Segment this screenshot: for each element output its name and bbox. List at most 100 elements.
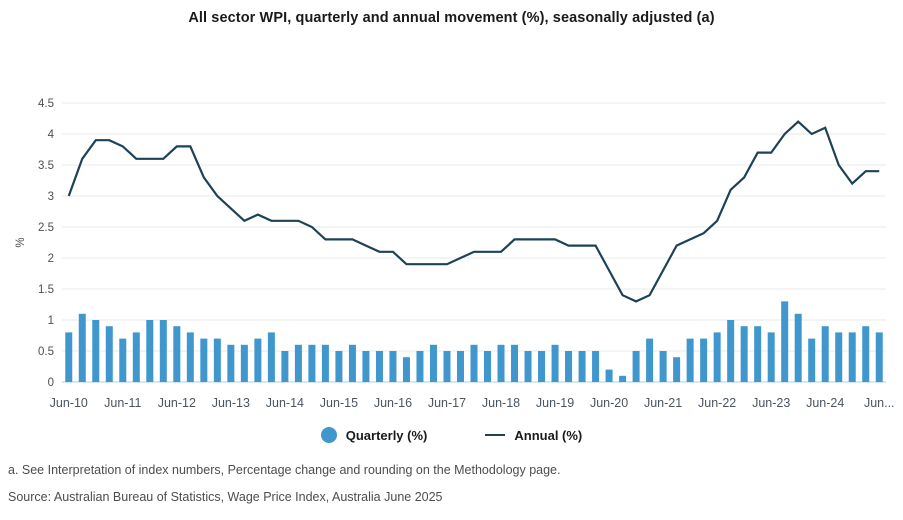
quarterly-bar xyxy=(92,320,100,382)
quarterly-bar xyxy=(862,326,870,382)
chart-footnote: a. See Interpretation of index numbers, … xyxy=(8,463,561,477)
quarterly-bar xyxy=(416,351,424,382)
quarterly-bar xyxy=(551,344,559,382)
x-tick-label: Jun-12 xyxy=(158,396,196,410)
quarterly-bar xyxy=(673,357,681,382)
x-tick-label: Jun-13 xyxy=(212,396,250,410)
x-tick-label: Jun-21 xyxy=(644,396,682,410)
quarterly-bar xyxy=(754,326,762,382)
quarterly-bar xyxy=(646,338,654,382)
quarterly-bar xyxy=(497,344,505,382)
quarterly-bar xyxy=(65,332,73,382)
quarterly-bar xyxy=(200,338,208,382)
x-tick-label: Jun-19 xyxy=(536,396,574,410)
quarterly-bar xyxy=(321,344,329,382)
quarterly-bar xyxy=(173,326,181,382)
quarterly-bar xyxy=(456,351,464,382)
quarterly-bar xyxy=(740,326,748,382)
quarterly-bar xyxy=(294,344,302,382)
x-tick-label: Jun-22 xyxy=(698,396,736,410)
quarterly-bar xyxy=(592,351,600,382)
legend-item-quarterly[interactable]: Quarterly (%) xyxy=(320,427,428,443)
y-axis-label: % xyxy=(15,237,27,247)
quarterly-bar xyxy=(713,332,721,382)
quarterly-bar xyxy=(159,320,167,382)
quarterly-bar xyxy=(443,351,451,382)
quarterly-bar xyxy=(632,351,640,382)
quarterly-bar xyxy=(619,375,627,382)
quarterly-bar xyxy=(524,351,532,382)
quarterly-bar xyxy=(565,351,573,382)
quarterly-bar xyxy=(227,344,235,382)
y-tick-label: 1.5 xyxy=(38,284,54,296)
chart-legend: Quarterly (%) Annual (%) xyxy=(0,427,903,443)
annual-line xyxy=(67,120,880,303)
quarterly-bar xyxy=(429,344,437,382)
quarterly-bar xyxy=(281,351,289,382)
legend-label-quarterly: Quarterly (%) xyxy=(345,427,428,443)
y-tick-label: 0.5 xyxy=(38,346,54,358)
quarterly-bar xyxy=(794,313,802,382)
quarterly-bar xyxy=(146,320,154,382)
annual-line-marker-icon xyxy=(485,434,506,436)
quarterly-bar xyxy=(835,332,843,382)
x-tick-label: Jun-20 xyxy=(590,396,628,410)
quarterly-bar xyxy=(484,351,492,382)
quarterly-bar xyxy=(132,332,140,382)
x-tick-label: Jun-24 xyxy=(806,396,844,410)
quarterly-bar xyxy=(78,313,86,382)
quarterly-bar xyxy=(308,344,316,382)
x-tick-label: Jun-23 xyxy=(752,396,790,410)
quarterly-circle-marker-icon xyxy=(320,427,337,443)
chart-plot-area: 0 0.5 1 1.5 2 2.5 3 3.5 4 4.5% Jun-10 Jun-11 Jun-12 J… xyxy=(15,98,895,410)
quarterly-bar xyxy=(105,326,113,382)
quarterly-bar xyxy=(213,338,221,382)
y-tick-label: 2.5 xyxy=(38,222,54,234)
y-tick-label: 2 xyxy=(48,253,54,265)
y-tick-label: 3 xyxy=(48,191,54,203)
quarterly-bar xyxy=(700,338,708,382)
quarterly-bar xyxy=(511,344,519,382)
quarterly-bar xyxy=(240,344,248,382)
quarterly-bar xyxy=(267,332,275,382)
quarterly-bar xyxy=(186,332,194,382)
legend-label-annual: Annual (%) xyxy=(514,427,583,443)
quarterly-bar xyxy=(686,338,694,382)
quarterly-bar xyxy=(605,369,613,382)
quarterly-bar xyxy=(808,338,816,382)
quarterly-bar xyxy=(402,357,410,382)
x-tick-label: Jun-10 xyxy=(50,396,88,410)
chart-title: All sector WPI, quarterly and annual mov… xyxy=(188,10,715,26)
x-tick-label: Jun-17 xyxy=(428,396,466,410)
legend-item-annual[interactable]: Annual (%) xyxy=(485,428,582,443)
quarterly-bar xyxy=(578,351,586,382)
quarterly-bar xyxy=(470,344,478,382)
quarterly-bar xyxy=(538,351,546,382)
quarterly-bar xyxy=(389,351,397,382)
y-tick-label: 4 xyxy=(48,129,55,141)
x-tick-label: Jun-15 xyxy=(320,396,358,410)
quarterly-bar xyxy=(727,320,735,382)
x-tick-label: Jun-16 xyxy=(374,396,412,410)
x-tick-label: Jun-11 xyxy=(104,396,141,410)
x-tick-label: Jun... xyxy=(864,396,895,410)
y-tick-label: 0 xyxy=(48,377,54,389)
source-text: Source: Australian Bureau of Statistics,… xyxy=(8,490,443,504)
x-tick-label: Jun-18 xyxy=(482,396,520,410)
quarterly-bar xyxy=(767,332,775,382)
y-tick-label: 4.5 xyxy=(38,98,54,110)
quarterly-bar xyxy=(375,351,383,382)
quarterly-bar xyxy=(659,351,667,382)
quarterly-bar xyxy=(254,338,262,382)
quarterly-bar xyxy=(348,344,356,382)
quarterly-bar xyxy=(875,332,883,382)
quarterly-bar xyxy=(119,338,127,382)
quarterly-bar xyxy=(821,326,829,382)
y-tick-label: 1 xyxy=(48,315,54,327)
quarterly-bar xyxy=(335,351,343,382)
quarterly-bar xyxy=(781,301,789,382)
quarterly-bar xyxy=(848,332,856,382)
y-tick-label: 3.5 xyxy=(38,160,54,172)
quarterly-bar xyxy=(362,351,370,382)
